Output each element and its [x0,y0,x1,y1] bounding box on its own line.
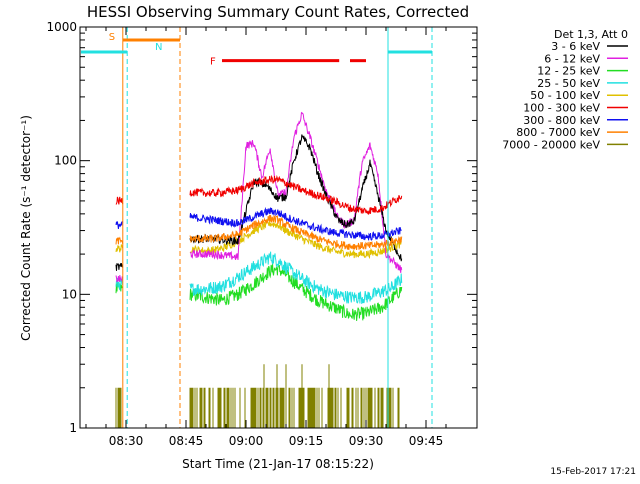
y-axis-label: Corrected Count Rate (s⁻¹ detector⁻¹) [19,115,33,341]
legend-entry-label: 100 - 300 keV [523,102,600,115]
legend-entry-label: 7000 - 20000 keV [502,138,600,151]
legend-entry-label: 50 - 100 keV [530,89,600,102]
chart-title: HESSI Observing Summary Count Rates, Cor… [87,3,469,21]
series-300-800-kev-line [115,206,402,241]
series-800-7000-kev-line [115,214,403,251]
series-6-12-kev-line [115,111,403,283]
flag-label-s: S [109,32,115,43]
legend-entry-label: 3 - 6 keV [551,40,600,53]
legend-entry-label: 25 - 50 keV [537,77,600,90]
x-tick-label: 08:30 [109,434,144,448]
x-tick-label: 09:45 [409,434,444,448]
flag-label-n: N [155,42,162,53]
x-axis-label: Start Time (21-Jan-17 08:15:22) [182,457,374,471]
x-tick-label: 09:30 [349,434,384,448]
series-50-100-kev-line [115,218,402,260]
flag-label-f: F [210,57,216,68]
generation-timestamp: 15-Feb-2017 17:21 [550,467,636,477]
legend-entry-label: 12 - 25 keV [537,65,600,78]
series-3-6-kev-line [115,134,403,271]
x-tick-label: 08:45 [169,434,204,448]
legend-entry-label: 6 - 12 keV [544,52,600,65]
x-tick-label: 09:15 [289,434,324,448]
series-12-25-kev-line [115,263,403,321]
legend-header: Det 1,3, Att 0 [554,28,628,41]
y-tick-label: 1 [69,421,77,435]
legend-entry-label: 300 - 800 keV [523,114,600,127]
y-tick-label: 100 [54,154,77,168]
legend-entry-label: 800 - 7000 keV [516,126,600,139]
x-tick-label: 09:00 [229,434,264,448]
series-7000-20000-kev-line [115,364,400,428]
axes: 1 10 100 1000 08:30 08:45 09:00 09:15 09:30 09:45 [46,20,478,448]
plot-area: S N F [81,27,433,428]
series-100-300-kev-line [115,174,403,215]
plot-frame [79,26,478,429]
series-25-50-kev-line [115,251,403,305]
y-tick-label: 10 [62,287,77,301]
y-tick-label: 1000 [46,20,77,34]
